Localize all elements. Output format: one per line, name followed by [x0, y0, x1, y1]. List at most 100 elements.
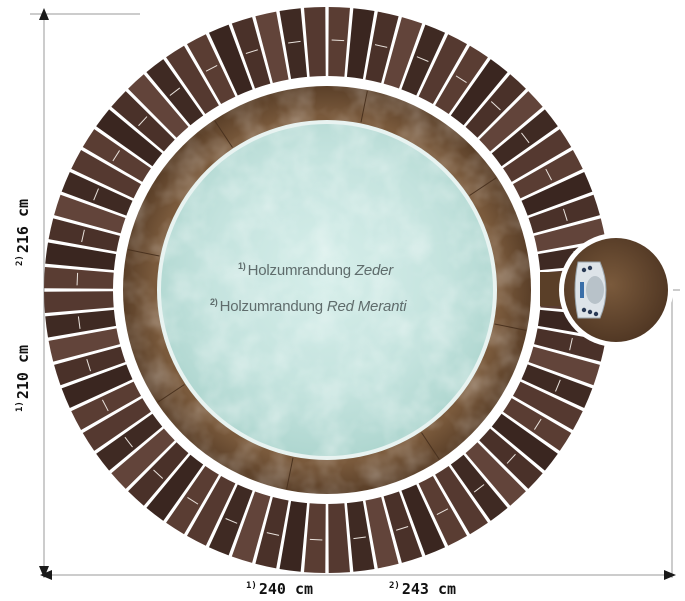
label-cedar: 1) Holzumrandung Zeder: [238, 261, 393, 279]
deck-plank: [54, 194, 126, 234]
deck-plank: [255, 11, 289, 83]
deck-plank: [231, 491, 271, 563]
rim-seam: [360, 90, 368, 123]
plank-joint: [138, 116, 148, 127]
deck-plank: [528, 346, 600, 386]
plank-joint: [309, 538, 323, 541]
plank-joint: [455, 75, 467, 83]
rim-seam: [127, 249, 160, 257]
plank-joint: [506, 453, 516, 464]
deck-plank: [48, 328, 120, 362]
deck-plank: [521, 171, 593, 216]
height-meranti-label: 2)216 cm: [14, 199, 32, 266]
deck-plank: [208, 24, 253, 96]
deck-plank: [534, 218, 606, 252]
plank-joint: [555, 379, 561, 392]
deck-plank: [346, 8, 375, 80]
deck-plank: [401, 484, 446, 556]
deck-plank: [279, 8, 308, 80]
plank-joint: [225, 518, 238, 524]
plank-joint: [124, 436, 133, 448]
deck-plank: [450, 59, 508, 126]
plank-joint: [205, 64, 218, 72]
deck-plank: [328, 503, 350, 573]
deck-plank: [528, 194, 600, 234]
side-step: [540, 233, 673, 347]
deck-plank: [304, 503, 326, 573]
plank-joint: [374, 44, 388, 48]
deck-plank: [61, 171, 133, 216]
deck-plank: [111, 428, 175, 489]
control-button-icon: [581, 267, 587, 273]
plank-joint: [112, 150, 120, 162]
plank-joint: [436, 508, 449, 516]
label-meranti: 2) Holzumrandung Red Meranti: [210, 297, 407, 315]
height-cedar-marker: 1): [15, 401, 25, 412]
plank-joint: [245, 49, 258, 55]
control-panel: [574, 261, 607, 319]
plank-joint: [86, 359, 92, 372]
control-button-icon: [581, 307, 587, 313]
deck-plank: [512, 149, 583, 199]
deck-plank: [186, 475, 236, 546]
height-meranti-marker: 2): [15, 255, 25, 266]
arrow-up-icon: [39, 8, 49, 20]
plank-joint: [288, 40, 301, 44]
plank-joint: [545, 168, 553, 181]
deck-plank: [186, 34, 236, 105]
deck-plank: [44, 291, 114, 313]
deck-plank: [71, 149, 142, 199]
deck-plank: [54, 346, 126, 386]
deck-plank: [534, 328, 606, 362]
height-cedar-value: 210 cm: [14, 344, 32, 400]
plank-joint: [521, 132, 530, 144]
label-meranti-prefix: Holzumrandung: [219, 298, 323, 315]
width-cedar-label: 1) 240 cm: [246, 580, 313, 598]
deck-plank: [61, 364, 133, 409]
deck-plank: [365, 11, 399, 83]
arrow-down-icon: [39, 566, 49, 578]
plank-joint: [396, 525, 409, 531]
deck-plank: [128, 74, 189, 138]
control-button-icon: [593, 311, 599, 317]
deck-plank: [48, 218, 120, 252]
height-meranti-value: 216 cm: [14, 198, 32, 254]
plank-joint: [562, 208, 568, 221]
control-button-icon: [587, 265, 593, 271]
plank-joint: [266, 532, 280, 536]
rim-seam: [157, 384, 185, 403]
label-cedar-wood: Zeder: [354, 262, 394, 279]
deck-plank: [435, 466, 488, 535]
deck-plank: [45, 309, 117, 338]
brand-logo-icon: [580, 282, 584, 298]
rim-seam: [214, 120, 233, 148]
deck-plank: [328, 7, 350, 77]
plank-joint: [353, 536, 366, 540]
deck-plank: [418, 34, 468, 105]
deck-plank: [146, 454, 204, 521]
deck-plank: [44, 267, 114, 289]
deck-plank: [71, 381, 142, 431]
plank-joint: [101, 399, 109, 412]
width-meranti-label: 2) 243 cm: [389, 580, 456, 598]
deck-plank: [45, 242, 117, 271]
rim-seam: [286, 457, 294, 490]
width-cedar-marker: 1): [246, 581, 257, 591]
control-dial-icon: [586, 276, 604, 304]
width-meranti-value: 243 cm: [401, 580, 457, 598]
rim-seams: [127, 90, 527, 490]
deck-plank: [346, 500, 375, 572]
deck-plank: [82, 398, 151, 451]
width-meranti-marker: 2): [389, 581, 400, 591]
deck-plank: [383, 491, 423, 563]
rim-seam: [494, 323, 527, 331]
deck-plank: [503, 129, 572, 182]
deck-plank: [166, 45, 219, 114]
deck-plank: [383, 17, 423, 89]
deck-plank: [304, 7, 326, 77]
rim-seam: [469, 177, 497, 196]
deck-plank: [465, 442, 526, 506]
deck-plank: [479, 91, 543, 152]
